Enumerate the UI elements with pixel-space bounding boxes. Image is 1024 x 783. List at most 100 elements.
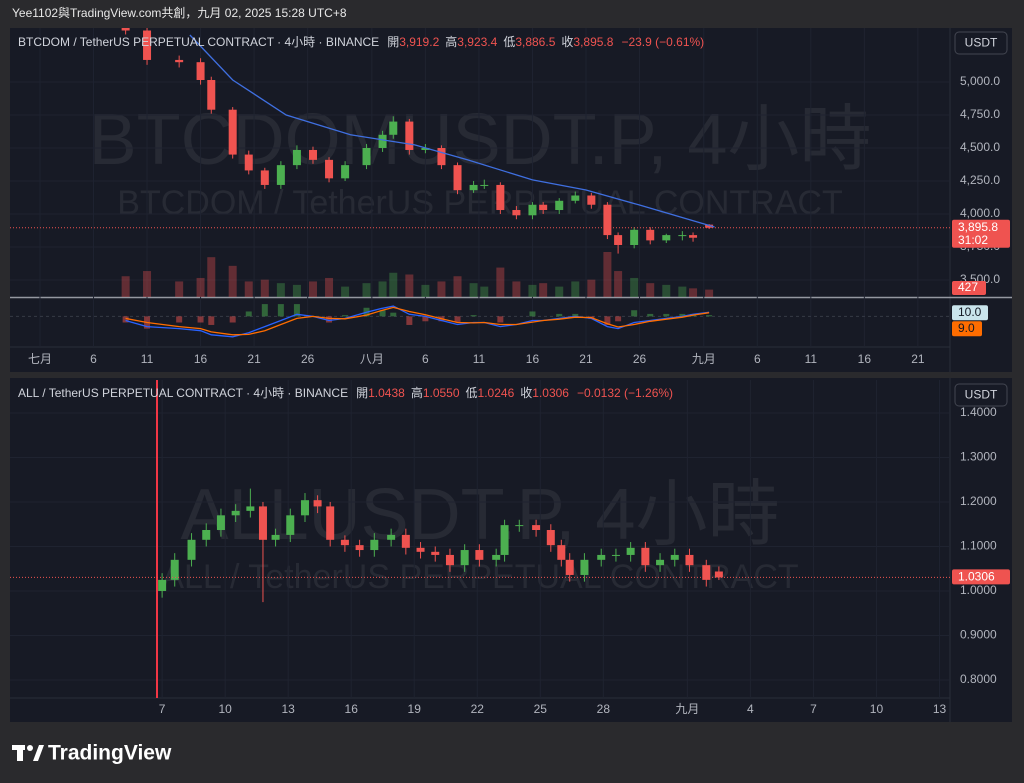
logo xyxy=(12,745,44,761)
x-tick-label: 26 xyxy=(301,352,315,366)
candle-body xyxy=(460,550,469,566)
y-tick-label: 0.9000 xyxy=(960,628,997,642)
candle-body xyxy=(662,235,671,241)
candle-body xyxy=(630,229,639,245)
candle-body xyxy=(555,200,564,211)
candle-body xyxy=(292,149,301,166)
candle-body xyxy=(325,159,334,179)
y-tick-label: 1.3000 xyxy=(960,450,997,464)
volume-bar xyxy=(662,284,671,297)
candle-body xyxy=(313,500,322,507)
candle-body xyxy=(492,554,501,560)
watermark: BTCDOMUSDT.P, 4小時 xyxy=(89,100,872,180)
currency-button[interactable] xyxy=(954,31,1008,55)
legend-title: ALL / TetherUS PERPETUAL CONTRACT · 4小時 … xyxy=(18,386,348,400)
moving-average xyxy=(189,34,715,228)
volume-bar xyxy=(678,286,687,297)
countdown: 31:02 xyxy=(958,233,988,247)
volume-bar xyxy=(603,252,612,297)
volume-bar xyxy=(362,283,371,297)
candle-body xyxy=(480,184,489,186)
signal-line xyxy=(125,306,710,336)
candle-body xyxy=(614,235,623,245)
candle-body xyxy=(539,204,548,211)
candle-body xyxy=(143,30,152,60)
volume-bar xyxy=(228,265,237,297)
y-tick-label: 1.2000 xyxy=(960,494,997,508)
macd-histogram xyxy=(293,304,300,317)
currency-button[interactable] xyxy=(954,383,1008,407)
x-tick-label: 10 xyxy=(218,702,232,716)
x-tick-label: 22 xyxy=(471,702,485,716)
macd-line xyxy=(125,305,710,338)
candle-body xyxy=(603,204,612,236)
x-tick-label: 13 xyxy=(281,702,295,716)
candle-body xyxy=(362,147,371,166)
candle-body xyxy=(565,559,574,575)
candle-body xyxy=(286,515,295,535)
candle-body xyxy=(445,554,454,566)
candle-body xyxy=(714,571,723,578)
x-tick-label: 九月 xyxy=(675,702,699,716)
macd-histogram xyxy=(208,316,215,325)
x-tick-label: 28 xyxy=(597,702,611,716)
volume-bar xyxy=(453,276,462,297)
candle-body xyxy=(496,184,505,211)
candle-body xyxy=(355,545,364,551)
x-tick-label: 6 xyxy=(754,352,761,366)
macd-histogram xyxy=(379,310,386,317)
candle-body xyxy=(515,525,524,527)
volume-bar xyxy=(143,271,152,297)
macd-histogram xyxy=(197,316,204,323)
x-tick-label: 19 xyxy=(408,702,422,716)
candle-body xyxy=(646,229,655,241)
signal-label-box xyxy=(952,321,982,337)
macd-histogram xyxy=(679,313,686,317)
watermark: BTCDOM / TetherUS PERPETUAL CONTRACT xyxy=(117,184,842,222)
volume-bar xyxy=(555,286,564,297)
volume-bar xyxy=(512,281,521,297)
last-price-label: 1.0306 xyxy=(958,570,995,584)
candle-body xyxy=(580,559,589,575)
candle-body xyxy=(571,195,580,201)
volume-bar xyxy=(705,289,714,297)
candle-body xyxy=(370,539,379,551)
candle-body xyxy=(475,550,484,560)
volume-bar xyxy=(292,284,301,297)
macd-histogram xyxy=(529,311,536,317)
y-tick-label: 5,000.0 xyxy=(960,74,1000,88)
volume-bar xyxy=(539,283,548,297)
y-tick-label: 1.0000 xyxy=(960,583,997,597)
last-price-box xyxy=(952,569,1010,585)
candle-body xyxy=(389,121,398,135)
legend-key: 高 xyxy=(411,385,423,400)
x-tick-label: 7 xyxy=(810,702,817,716)
candle-body xyxy=(387,534,396,540)
x-tick-label: 6 xyxy=(422,352,429,366)
volume-bar xyxy=(196,277,205,297)
x-tick-label: 21 xyxy=(579,352,593,366)
macd-histogram xyxy=(615,316,622,322)
legend-title: BTCDOM / TetherUS PERPETUAL CONTRACT · 4… xyxy=(18,35,379,49)
legend-value: 3,895.8 xyxy=(573,35,613,49)
currency-label[interactable]: USDT xyxy=(965,36,998,50)
volume-bar xyxy=(260,279,269,297)
watermark: ALLUSDT.P, 4小時 xyxy=(181,475,780,555)
candle-body xyxy=(689,235,698,238)
volume-bar xyxy=(341,286,350,297)
candle-body xyxy=(702,565,711,580)
volume-bar xyxy=(421,284,430,297)
currency-label[interactable]: USDT xyxy=(965,388,998,402)
volume-bar xyxy=(689,288,698,297)
candle-body xyxy=(597,554,606,560)
candle-body xyxy=(231,510,240,516)
header-text: Yee1102與TradingView.com共創，九月 02, 2025 15… xyxy=(12,6,347,20)
macd-histogram xyxy=(647,313,654,317)
legend-value: 3,919.2 xyxy=(399,35,439,49)
macd-histogram xyxy=(663,313,670,317)
macd-histogram xyxy=(631,310,638,317)
macd-pane xyxy=(10,304,950,338)
volume-bar xyxy=(437,281,446,297)
